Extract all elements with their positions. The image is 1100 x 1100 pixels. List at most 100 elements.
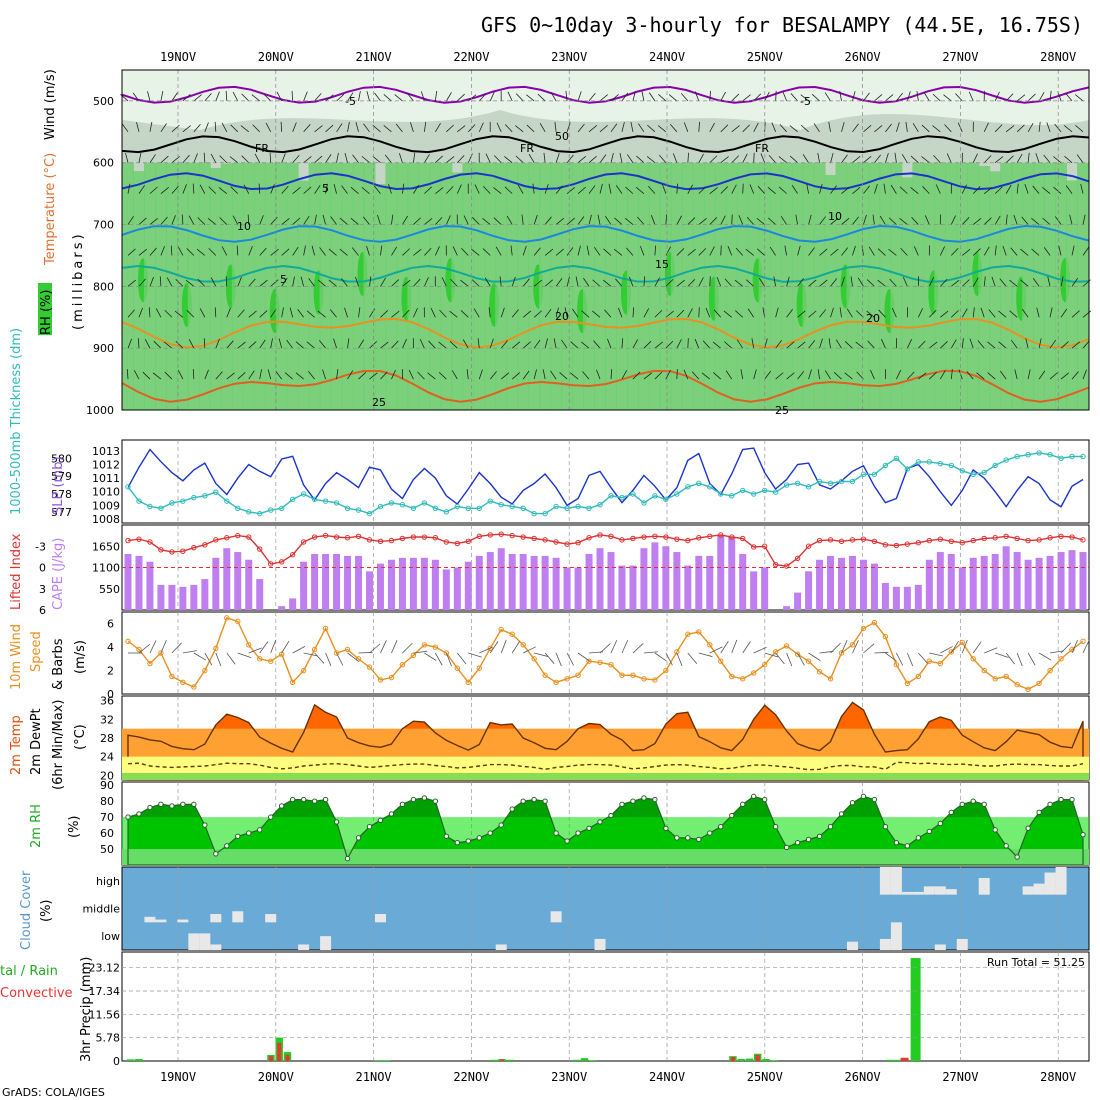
wind-barb (654, 309, 663, 318)
lifted-index-line-point (278, 559, 285, 565)
top-date-24NOV: 24NOV (649, 50, 685, 64)
wind-barb (929, 341, 938, 349)
wind-speed-line-point (707, 642, 713, 648)
surface-wind-barb (786, 652, 793, 667)
wind-barb (731, 214, 733, 225)
lifted-index-line-point (432, 535, 439, 541)
wind-barb (471, 279, 480, 287)
wind-barb (417, 371, 425, 380)
rh2m-point (300, 796, 307, 803)
cape-bar (859, 559, 867, 610)
rh2m-point (531, 796, 537, 803)
wind-barb (1071, 245, 1075, 256)
cape-bar (179, 586, 187, 610)
slp-label: SLP (mb) (51, 456, 66, 515)
cape-bar (574, 567, 582, 610)
wind-barb (983, 122, 989, 132)
wind-barb (819, 183, 823, 194)
footer-credit: GrADS: COLA/IGES (2, 1086, 105, 1099)
wind-barb (214, 121, 217, 132)
wind-barb (1009, 310, 1018, 318)
rh2m-point (366, 823, 373, 830)
wind-barb (248, 246, 253, 256)
wind-barb (668, 94, 678, 102)
wind-barb (841, 186, 850, 194)
cloud-high-bar (1033, 883, 1045, 895)
wind-barb (604, 309, 612, 318)
wind-barb (221, 246, 228, 256)
wind-barb (199, 308, 206, 318)
cape-bar (168, 584, 176, 610)
wind-barb (270, 308, 277, 318)
wind-speed-line-point (191, 684, 197, 690)
contour-label: FR (520, 142, 534, 155)
wind-barb (716, 276, 722, 287)
slp-line (127, 447, 1084, 508)
wind-barb (317, 279, 326, 287)
cape-bar (442, 569, 450, 610)
lifted-index-line-point (805, 543, 812, 549)
wind-barb (241, 155, 250, 164)
wind-barb (797, 245, 801, 256)
cape-bar (1002, 546, 1010, 610)
wind-barb (325, 94, 334, 102)
cape-bar (783, 606, 791, 610)
wind-barb (500, 307, 505, 318)
cloud-middle-bar (265, 914, 277, 923)
wind-barb (221, 122, 228, 133)
wind-barb (972, 218, 982, 225)
wind-barb (632, 371, 641, 380)
wind-speed-line-point (268, 658, 274, 664)
wind-barb (852, 245, 856, 256)
wind-barb (775, 307, 779, 318)
wind-barb (391, 279, 400, 287)
wind-barb (259, 247, 267, 256)
wind-barb (725, 370, 733, 380)
wind-barb (817, 152, 820, 163)
rh2m-point (740, 801, 746, 808)
wind-speed-line-point (388, 674, 395, 681)
wind-barb (867, 340, 875, 349)
lifted-index-line-point (542, 537, 548, 543)
wind-barb (336, 93, 345, 102)
wind-barb (292, 122, 297, 132)
cloud-low-bar (890, 922, 902, 950)
wind-barb (263, 93, 271, 102)
rh2m-point (191, 801, 197, 808)
wind-barb (1005, 184, 1012, 194)
wind-speed-line-point (586, 658, 592, 664)
surface-wind-barb (555, 652, 562, 667)
wind-barb (670, 123, 678, 133)
pressure-tick: 800 (93, 280, 114, 293)
wind-barb (698, 218, 707, 225)
thickness-line-point (531, 510, 537, 517)
wind-barb (775, 90, 777, 101)
wind-speed-line-point (849, 642, 856, 648)
wind-speed-line-point (136, 646, 142, 653)
wind-barb (240, 125, 249, 133)
wind-barb (468, 94, 477, 102)
wind-barb (713, 372, 722, 380)
wind-barb (885, 153, 889, 163)
wind-barb (377, 214, 381, 225)
rh2m-point (487, 830, 493, 836)
rh2m-point (981, 801, 987, 808)
rh2m-point (432, 798, 439, 804)
wind-speed-line-point (498, 626, 504, 633)
wind-barb (1082, 340, 1090, 349)
wind-barb (210, 153, 217, 163)
thickness-line-point (377, 503, 384, 510)
wind-barb (185, 279, 195, 287)
wind-barb (588, 92, 596, 102)
wind-barb (753, 122, 759, 133)
temp2m-label: 2m Temp (9, 715, 24, 775)
wind-barb (496, 122, 502, 132)
wind-barb (350, 217, 359, 225)
surface-wind-barb (522, 646, 536, 654)
wind-speed-line-point (948, 649, 954, 655)
wind-barb (303, 215, 310, 225)
precip-tick: 5.78 (96, 1032, 121, 1045)
thickness-line-point (674, 491, 680, 497)
wind-barb (229, 156, 239, 164)
